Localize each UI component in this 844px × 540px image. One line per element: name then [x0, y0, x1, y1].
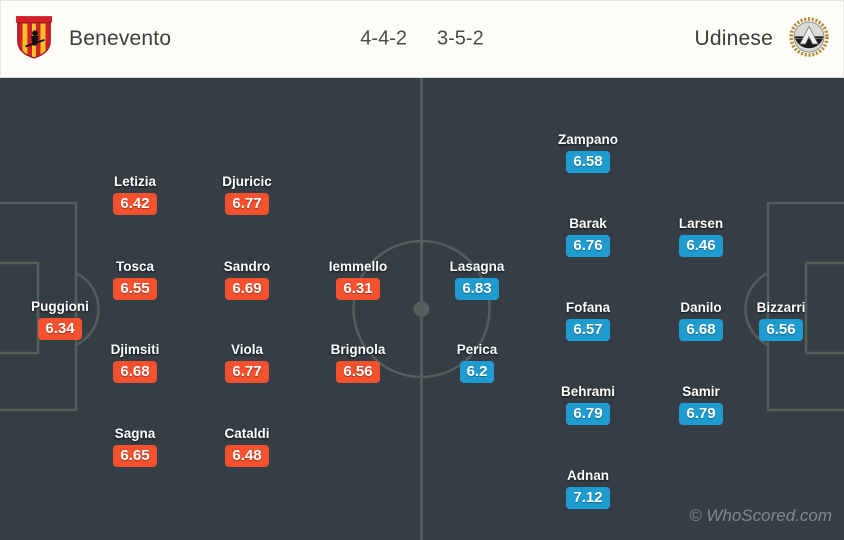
home-player-iemmello[interactable]: Iemmello 6.31: [303, 258, 413, 300]
home-team: Benevento: [15, 14, 171, 65]
player-name: Zampano: [557, 132, 618, 147]
player-rating-badge: 6.57: [566, 319, 610, 341]
home-player-letizia[interactable]: Letizia 6.42: [80, 173, 190, 215]
player-name: Bizzarri: [756, 300, 806, 315]
player-rating-badge: 6.48: [225, 445, 269, 467]
away-player-perica[interactable]: Perica 6.2: [422, 341, 532, 383]
player-rating-badge: 6.2: [459, 361, 495, 383]
player-name: Perica: [456, 342, 498, 357]
player-rating-badge: 6.65: [113, 445, 157, 467]
player-name: Letizia: [113, 174, 156, 189]
player-name: Sandro: [223, 259, 271, 274]
player-rating-badge: 6.83: [455, 278, 499, 300]
player-rating-badge: 6.31: [336, 278, 380, 300]
player-rating-badge: 6.58: [566, 151, 610, 173]
player-name: Djuricic: [222, 174, 272, 189]
whoscored-watermark[interactable]: © WhoScored.com: [689, 506, 832, 525]
udinese-crest-icon[interactable]: [789, 16, 829, 62]
player-rating-badge: 6.46: [679, 235, 723, 257]
player-rating-badge: 6.56: [759, 319, 803, 341]
away-player-samir[interactable]: Samir 6.79: [646, 383, 756, 425]
player-rating-badge: 7.12: [566, 487, 610, 509]
player-name: Samir: [682, 384, 720, 399]
player-name: Lasagna: [449, 259, 505, 274]
player-name: Larsen: [678, 216, 724, 231]
home-player-cataldi[interactable]: Cataldi 6.48: [192, 425, 302, 467]
away-player-larsen[interactable]: Larsen 6.46: [646, 215, 756, 257]
home-player-viola[interactable]: Viola 6.77: [192, 341, 302, 383]
player-rating-badge: 6.69: [225, 278, 269, 300]
away-formation: 3-5-2: [437, 27, 484, 50]
home-player-djuricic[interactable]: Djuricic 6.77: [192, 173, 302, 215]
player-rating-badge: 6.68: [679, 319, 723, 341]
away-player-adnan[interactable]: Adnan 7.12: [533, 467, 643, 509]
away-player-bizzarri[interactable]: Bizzarri 6.56: [726, 299, 836, 341]
player-rating-badge: 6.34: [38, 318, 82, 340]
player-name: Puggioni: [31, 299, 89, 314]
player-rating-badge: 6.55: [113, 278, 157, 300]
player-name: Brignola: [330, 342, 386, 357]
player-name: Viola: [230, 342, 264, 357]
home-team-name[interactable]: Benevento: [69, 27, 172, 50]
player-rating-badge: 6.77: [225, 193, 269, 215]
pitch-markings: [0, 78, 844, 540]
player-rating-badge: 6.76: [566, 235, 610, 257]
away-player-zampano[interactable]: Zampano 6.58: [533, 131, 643, 173]
player-name: Djimsiti: [110, 342, 160, 357]
player-rating-badge: 6.42: [113, 193, 157, 215]
player-rating-badge: 6.79: [566, 403, 610, 425]
home-player-tosca[interactable]: Tosca 6.55: [80, 258, 190, 300]
player-name: Danilo: [680, 300, 722, 315]
home-formation: 4-4-2: [360, 27, 407, 50]
centre-spot: [413, 301, 430, 317]
away-player-lasagna[interactable]: Lasagna 6.83: [422, 258, 532, 300]
player-name: Tosca: [115, 259, 154, 274]
away-player-danilo[interactable]: Danilo 6.68: [646, 299, 756, 341]
match-header: Benevento 4-4-2 3-5-2 Udinese: [0, 0, 844, 78]
home-player-puggioni[interactable]: Puggioni 6.34: [5, 298, 115, 340]
pitch: Puggioni 6.34 Letizia 6.42 Tosca 6.55 Djimsiti…: [0, 78, 844, 540]
player-name: Iemmello: [328, 259, 388, 274]
away-player-fofana[interactable]: Fofana 6.57: [533, 299, 643, 341]
away-player-behrami[interactable]: Behrami 6.79: [533, 383, 643, 425]
home-player-brignola[interactable]: Brignola 6.56: [303, 341, 413, 383]
home-player-sagna[interactable]: Sagna 6.65: [80, 425, 190, 467]
player-name: Behrami: [560, 384, 616, 399]
player-name: Sagna: [114, 426, 156, 441]
away-team-name[interactable]: Udinese: [694, 27, 773, 50]
home-player-sandro[interactable]: Sandro 6.69: [192, 258, 302, 300]
player-rating-badge: 6.68: [113, 361, 157, 383]
player-rating-badge: 6.77: [225, 361, 269, 383]
player-name: Adnan: [567, 468, 609, 483]
away-player-barak[interactable]: Barak 6.76: [533, 215, 643, 257]
player-name: Fofana: [565, 300, 611, 315]
player-name: Cataldi: [224, 426, 270, 441]
home-player-djimsiti[interactable]: Djimsiti 6.68: [80, 341, 190, 383]
player-rating-badge: 6.79: [679, 403, 723, 425]
benevento-crest-icon[interactable]: [15, 14, 53, 65]
formations: 4-4-2 3-5-2: [360, 28, 483, 51]
away-team: Udinese: [694, 16, 829, 62]
player-rating-badge: 6.56: [336, 361, 380, 383]
player-name: Barak: [569, 216, 607, 231]
